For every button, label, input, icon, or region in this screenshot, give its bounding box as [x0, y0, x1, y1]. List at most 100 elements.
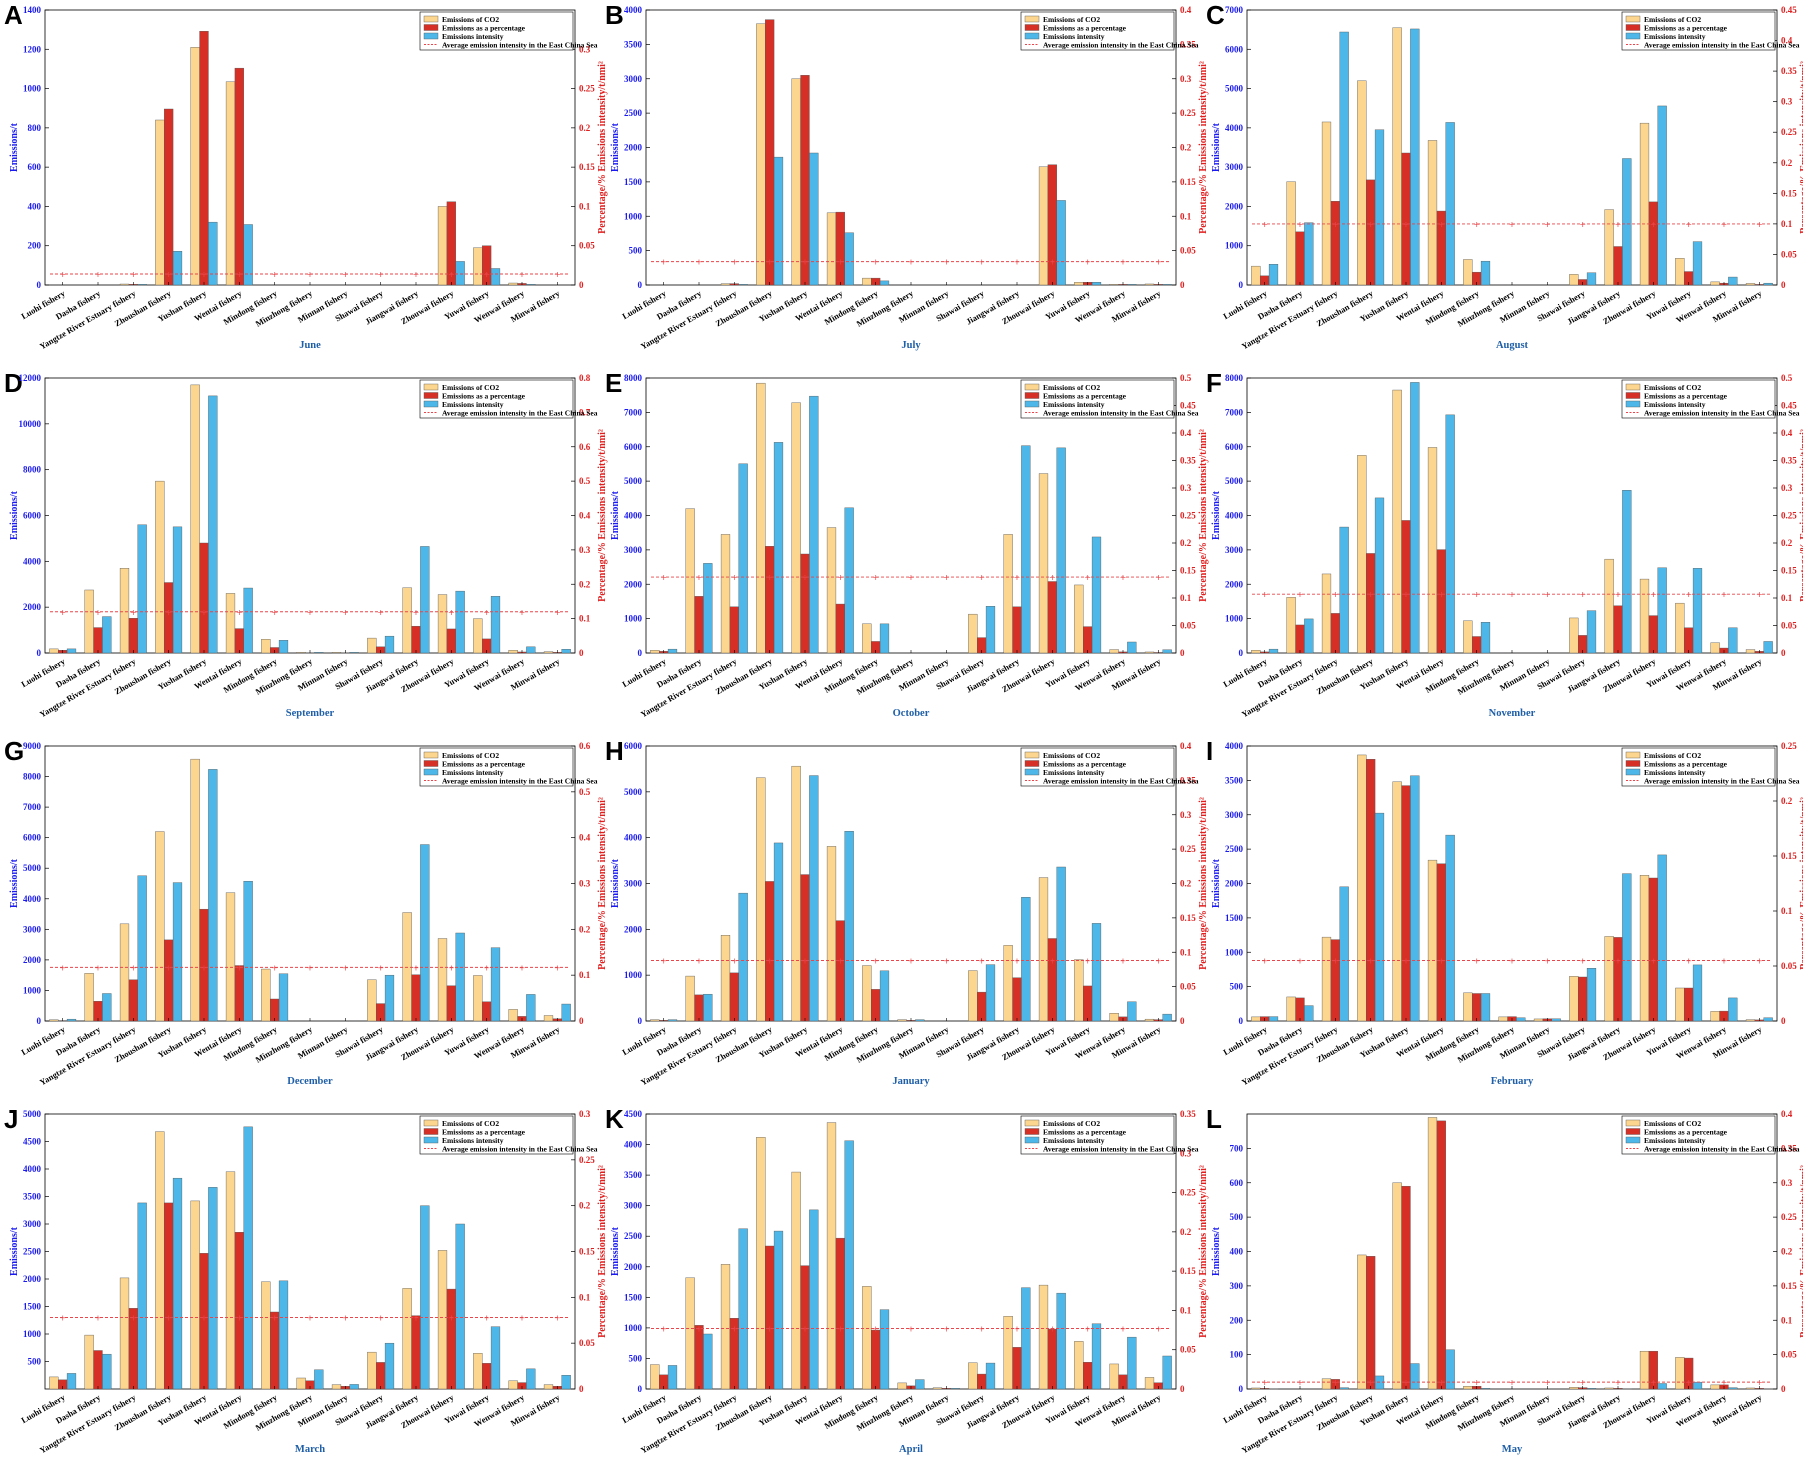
right-tick-label: 0: [1781, 280, 1786, 290]
average-marker: +: [271, 270, 278, 279]
average-marker: +: [307, 270, 314, 279]
left-tick-label: 1000: [624, 1323, 643, 1333]
left-tick-label: 2000: [1225, 879, 1244, 889]
left-tick-label: 1000: [23, 985, 42, 995]
bar-intensity: [1622, 158, 1632, 286]
average-marker: +: [1367, 1378, 1374, 1387]
bar-co2: [826, 212, 837, 286]
legend-swatch: [1024, 768, 1040, 776]
left-tick-label: 3000: [1225, 810, 1244, 820]
bar-intensity: [1304, 222, 1314, 286]
bar-co2: [1427, 859, 1438, 1022]
bar-co2: [1463, 620, 1473, 654]
right-tick-label: 0.2: [1180, 143, 1192, 153]
bar-intensity: [490, 596, 501, 654]
bar-intensity: [809, 395, 819, 654]
right-tick-label: 0.2: [579, 123, 591, 133]
bar-intensity: [667, 1019, 678, 1022]
left-tick-label: 3000: [624, 1201, 643, 1211]
average-marker: +: [1650, 1378, 1657, 1387]
bar-intensity: [1692, 568, 1703, 654]
month-label: November: [1489, 708, 1536, 719]
average-marker: +: [307, 608, 314, 617]
bar-co2: [119, 923, 130, 1022]
legend-label: Emissions as a percentage: [1644, 392, 1728, 401]
average-marker: +: [1685, 590, 1692, 599]
bar-intensity: [1586, 1388, 1597, 1390]
bar-co2: [1675, 602, 1685, 654]
month-label: September: [286, 708, 335, 719]
average-marker: +: [766, 1325, 773, 1334]
left-tick-label: 1500: [23, 1302, 42, 1312]
right-tick-label: 0.1: [579, 201, 591, 211]
left-tick-label: 10000: [19, 419, 42, 429]
month-label: May: [1502, 1444, 1523, 1455]
bar-intensity: [1021, 1287, 1031, 1390]
average-marker: +: [1438, 220, 1445, 229]
average-marker: +: [1367, 220, 1374, 229]
bar-co2: [1003, 945, 1013, 1022]
bar-intensity: [349, 652, 359, 654]
bar-co2: [437, 206, 448, 286]
right-tick-label: 0.05: [1180, 246, 1196, 256]
panel-letter: J: [4, 1104, 19, 1134]
bar-intensity: [1410, 28, 1420, 286]
average-marker: +: [872, 573, 879, 582]
bar-percentage: [1295, 231, 1305, 286]
bar-intensity: [384, 1342, 395, 1390]
right-tick-label: 0.4: [579, 511, 591, 521]
left-axis-label: Emissions/t: [610, 490, 621, 540]
bar-intensity: [1162, 649, 1172, 654]
bar-percentage: [835, 211, 845, 286]
bar-co2: [367, 1351, 377, 1390]
bar-intensity: [278, 973, 289, 1022]
bar-co2: [508, 282, 518, 286]
right-axis-label: Percentage/% Emissions intensity/t/nmi²: [1198, 1165, 1209, 1338]
legend-swatch: [1625, 392, 1641, 399]
average-marker: +: [908, 573, 915, 582]
bar-co2: [1463, 992, 1473, 1022]
bar-percentage: [164, 108, 174, 286]
bar-intensity: [1374, 812, 1385, 1022]
bar-co2: [155, 831, 165, 1022]
left-tick-label: 0: [37, 648, 42, 658]
legend-swatch: [1625, 15, 1641, 23]
bar-co2: [296, 652, 306, 654]
average-marker: +: [1438, 1378, 1445, 1387]
left-axis-label: Emissions/t: [610, 1226, 621, 1276]
bar-percentage: [411, 625, 421, 654]
average-marker: +: [1544, 590, 1551, 599]
legend-label: Emissions intensity: [1043, 400, 1105, 409]
right-tick-label: 0.2: [1781, 1247, 1793, 1257]
left-tick-label: 4000: [624, 833, 643, 843]
bar-co2: [49, 1019, 59, 1022]
bar-intensity: [1091, 282, 1102, 286]
average-marker: +: [1685, 957, 1692, 966]
average-marker: +: [1084, 957, 1091, 966]
right-tick-label: 0.4: [1781, 428, 1793, 438]
bar-co2: [1604, 558, 1614, 654]
bar-percentage: [482, 1363, 492, 1390]
bar-percentage: [694, 994, 704, 1022]
bar-co2: [543, 1384, 554, 1390]
legend-label: Average emission intensity in the East C…: [1043, 41, 1199, 50]
average-marker: +: [943, 258, 950, 267]
bar-intensity: [455, 932, 465, 1022]
bar-co2: [1251, 1016, 1261, 1022]
bar-percentage: [1401, 785, 1411, 1022]
bar-intensity: [102, 1353, 112, 1390]
bar-co2: [862, 623, 872, 654]
average-marker: +: [1155, 1325, 1162, 1334]
bar-co2: [402, 1288, 412, 1390]
bar-percentage: [446, 1288, 456, 1390]
bar-percentage: [234, 67, 244, 286]
bar-intensity: [879, 623, 890, 654]
left-tick-label: 2000: [624, 1262, 643, 1272]
average-marker: +: [1155, 258, 1162, 267]
average-marker: +: [1544, 957, 1551, 966]
left-tick-label: 500: [28, 1357, 42, 1367]
bar-intensity: [985, 606, 996, 654]
average-marker: +: [660, 573, 667, 582]
bar-co2: [756, 1137, 766, 1390]
